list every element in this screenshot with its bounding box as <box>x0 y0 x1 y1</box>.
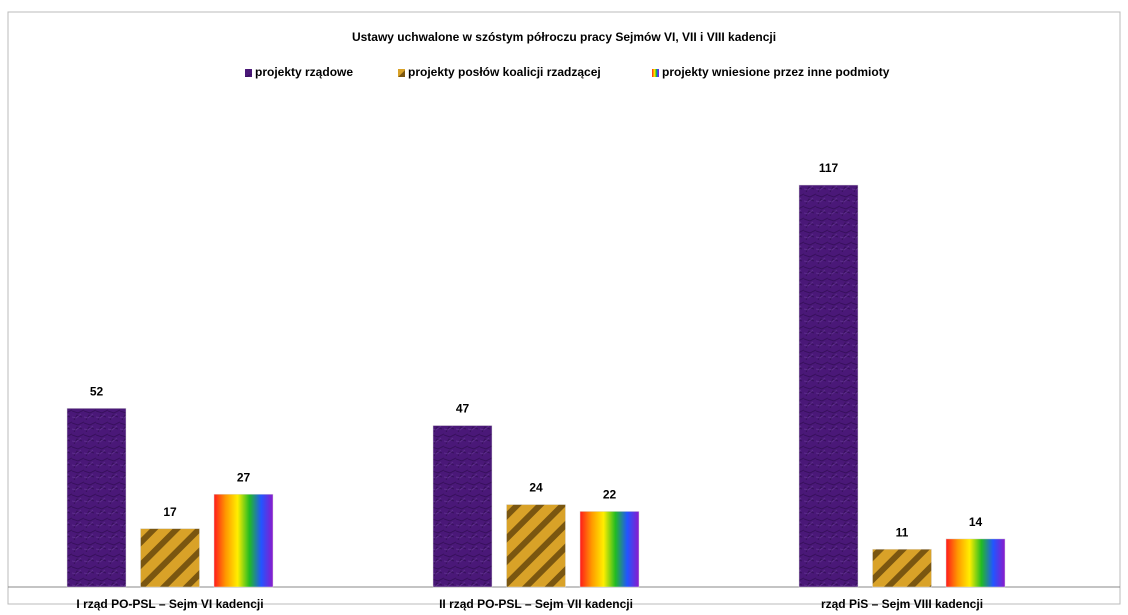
x-tick-label: II rząd PO-PSL – Sejm VII kadencji <box>439 597 633 611</box>
bar <box>506 504 566 588</box>
x-tick-label: rząd PiS – Sejm VIII kadencji <box>821 597 983 611</box>
chart-frame <box>7 11 1121 605</box>
bar <box>945 538 1006 588</box>
data-label: 24 <box>529 481 543 495</box>
legend-label: projekty posłów koalicji rzadzącej <box>408 65 601 79</box>
bar <box>872 548 932 588</box>
legend-label: projekty rządowe <box>255 65 353 79</box>
data-label: 17 <box>163 505 177 519</box>
legend-swatch <box>245 69 252 77</box>
x-tick-label: I rząd PO-PSL – Sejm VI kadencji <box>76 597 263 611</box>
bar <box>140 528 200 588</box>
bar <box>66 408 127 588</box>
data-label: 27 <box>237 470 251 484</box>
bar <box>432 425 493 588</box>
data-label: 47 <box>456 402 470 416</box>
legend-swatch <box>652 69 659 77</box>
chart-title: Ustawy uchwalone w szóstym półroczu prac… <box>352 30 776 44</box>
data-label: 14 <box>969 515 983 529</box>
bar <box>798 184 859 588</box>
legend-label: projekty wniesione przez inne podmioty <box>662 65 890 79</box>
bar <box>213 493 274 588</box>
data-label: 11 <box>896 525 909 539</box>
legend-swatch <box>398 69 405 77</box>
data-label: 52 <box>90 385 104 399</box>
data-label: 117 <box>819 161 839 175</box>
data-label: 22 <box>603 488 617 502</box>
bar <box>579 511 640 588</box>
